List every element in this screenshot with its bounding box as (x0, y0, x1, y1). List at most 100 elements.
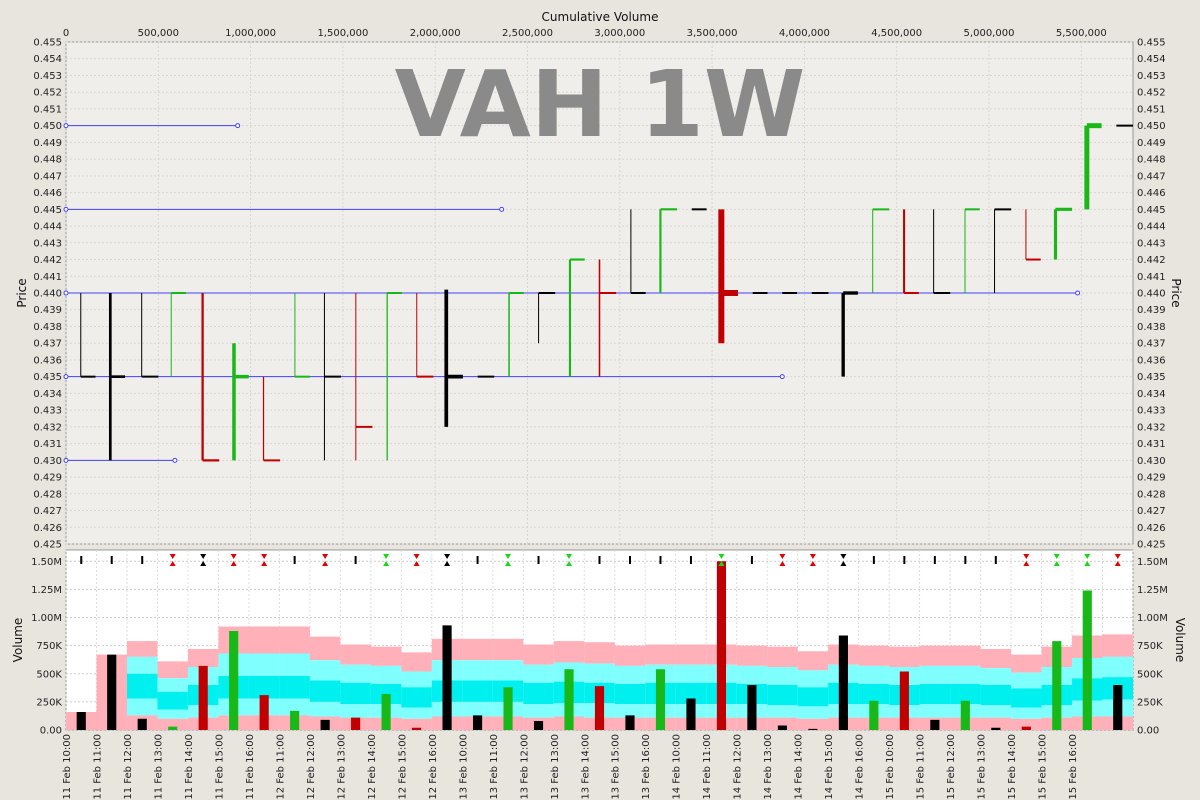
axes: 0.425 0.425 0.426 0.426 0.427 0.427 0.428 0.428… (31, 28, 1168, 800)
price-tick-label-right: 0.429 (1137, 473, 1166, 484)
price-tick-label-right: 0.438 (1137, 322, 1166, 333)
volume-bar (168, 726, 178, 730)
volume-band (1011, 654, 1042, 673)
signal-marker (903, 556, 906, 564)
price-tick-label-right: 0.439 (1137, 305, 1166, 316)
volume-band (858, 683, 890, 705)
price-tick-label-right: 0.428 (1137, 489, 1166, 500)
volume-band (675, 644, 707, 665)
volume-band (462, 638, 493, 661)
level-start-dot (63, 457, 69, 463)
price-tick-label-left: 0.446 (33, 188, 62, 199)
price-tick-label-left: 0.426 (33, 523, 62, 534)
x-tick-label: 4,500,000 (871, 28, 922, 39)
price-tick-label-left: 0.449 (33, 138, 62, 149)
price-axis-label-right: Price (1169, 278, 1183, 307)
volume-bar (442, 625, 452, 730)
price-tick-label-left: 0.432 (33, 422, 62, 433)
price-tick-label-left: 0.448 (33, 155, 62, 166)
volume-bar (594, 686, 605, 730)
volume-band (126, 698, 158, 716)
price-tick-label-left: 0.453 (33, 71, 62, 82)
price-tick-label-left: 0.443 (33, 238, 62, 249)
signal-marker (872, 556, 875, 564)
volume-band (767, 717, 798, 730)
price-tick-label-right: 0.425 (1137, 540, 1166, 551)
time-tick-label: 13 Feb 15:00 (611, 734, 622, 800)
volume-band (492, 638, 524, 661)
price-tick-label-right: 0.426 (1137, 523, 1166, 534)
signal-marker (322, 554, 329, 566)
price-tick-label-right: 0.431 (1137, 439, 1166, 450)
volume-band (919, 683, 951, 705)
price-tick-label-left: 0.429 (33, 473, 62, 484)
price-tick-label-left: 0.431 (33, 439, 62, 450)
price-tick-label-right: 0.430 (1137, 456, 1166, 467)
volume-band (340, 704, 371, 718)
price-tick-label-left: 0.439 (33, 305, 62, 316)
volume-band (340, 682, 371, 705)
price-tick-label-left: 0.434 (33, 389, 62, 400)
volume-band (675, 682, 707, 705)
signal-marker (1114, 554, 1121, 566)
price-tick-label-right: 0.432 (1137, 422, 1166, 433)
signal-marker (964, 556, 967, 564)
time-tick-label: 15 Feb 16:00 (1068, 734, 1079, 800)
volume-band (980, 705, 1012, 718)
volume-tick-label-left: 1.00M (31, 613, 62, 624)
signal-marker (840, 554, 847, 566)
price-tick-label-right: 0.446 (1137, 188, 1166, 199)
signal-marker (1084, 554, 1091, 566)
volume-band (248, 676, 280, 699)
signal-marker (383, 554, 390, 566)
time-tick-label: 15 Feb 10:00 (885, 734, 896, 800)
x-tick-label: 5,000,000 (964, 28, 1015, 39)
volume-band (797, 706, 829, 719)
price-tick-label-right: 0.443 (1137, 238, 1166, 249)
signal-marker (537, 556, 540, 564)
volume-band (462, 660, 493, 681)
time-tick-label: 12 Feb 16:00 (428, 734, 439, 800)
volume-band (1011, 688, 1042, 708)
time-tick-label: 14 Feb 16:00 (855, 734, 866, 800)
price-tick-label-right: 0.454 (1137, 54, 1166, 65)
volume-band (462, 680, 493, 702)
volume-bar (1113, 685, 1123, 730)
signal-marker (566, 554, 573, 566)
price-tick-label-left: 0.435 (33, 372, 62, 383)
price-tick-label-left: 0.447 (33, 171, 62, 182)
volume-band (157, 691, 188, 710)
volume-band (523, 682, 554, 705)
volume-band (858, 645, 890, 666)
price-tick-label-left: 0.428 (33, 489, 62, 500)
volume-tick-label-left: 500K (36, 669, 62, 680)
x-tick-label: 4,000,000 (779, 28, 830, 39)
volume-tick-label-right: 500K (1137, 669, 1163, 680)
time-tick-label: 15 Feb 11:00 (916, 734, 927, 800)
time-tick-label: 11 Feb 14:00 (184, 734, 195, 800)
price-tick-label-right: 0.449 (1137, 138, 1166, 149)
level-end-dot (172, 457, 178, 463)
volume-bar (381, 694, 391, 730)
price-tick-label-right: 0.440 (1137, 289, 1166, 300)
volume-bar (320, 719, 330, 730)
price-bars (80, 123, 1133, 462)
volume-band (126, 641, 158, 657)
time-tick-label: 14 Feb 10:00 (672, 734, 683, 800)
signal-marker (779, 554, 786, 566)
volume-band (279, 676, 310, 699)
volume-band (401, 718, 432, 730)
volume-bar (137, 718, 147, 730)
time-tick-label: 15 Feb 13:00 (977, 734, 988, 800)
volume-bar (503, 687, 513, 730)
time-tick-label: 13 Feb 10:00 (458, 734, 469, 800)
price-tick-label-left: 0.433 (33, 406, 62, 417)
time-tick-label: 11 Feb 10:00 (62, 734, 73, 800)
volume-bar (76, 712, 86, 730)
volume-tick-label-right: 1.25M (1137, 585, 1168, 596)
volume-band (797, 687, 829, 707)
volume-axis-label-right: Volume (1173, 618, 1187, 663)
time-tick-label: 14 Feb 15:00 (824, 734, 835, 800)
volume-band (279, 653, 310, 676)
volume-band (645, 644, 676, 665)
